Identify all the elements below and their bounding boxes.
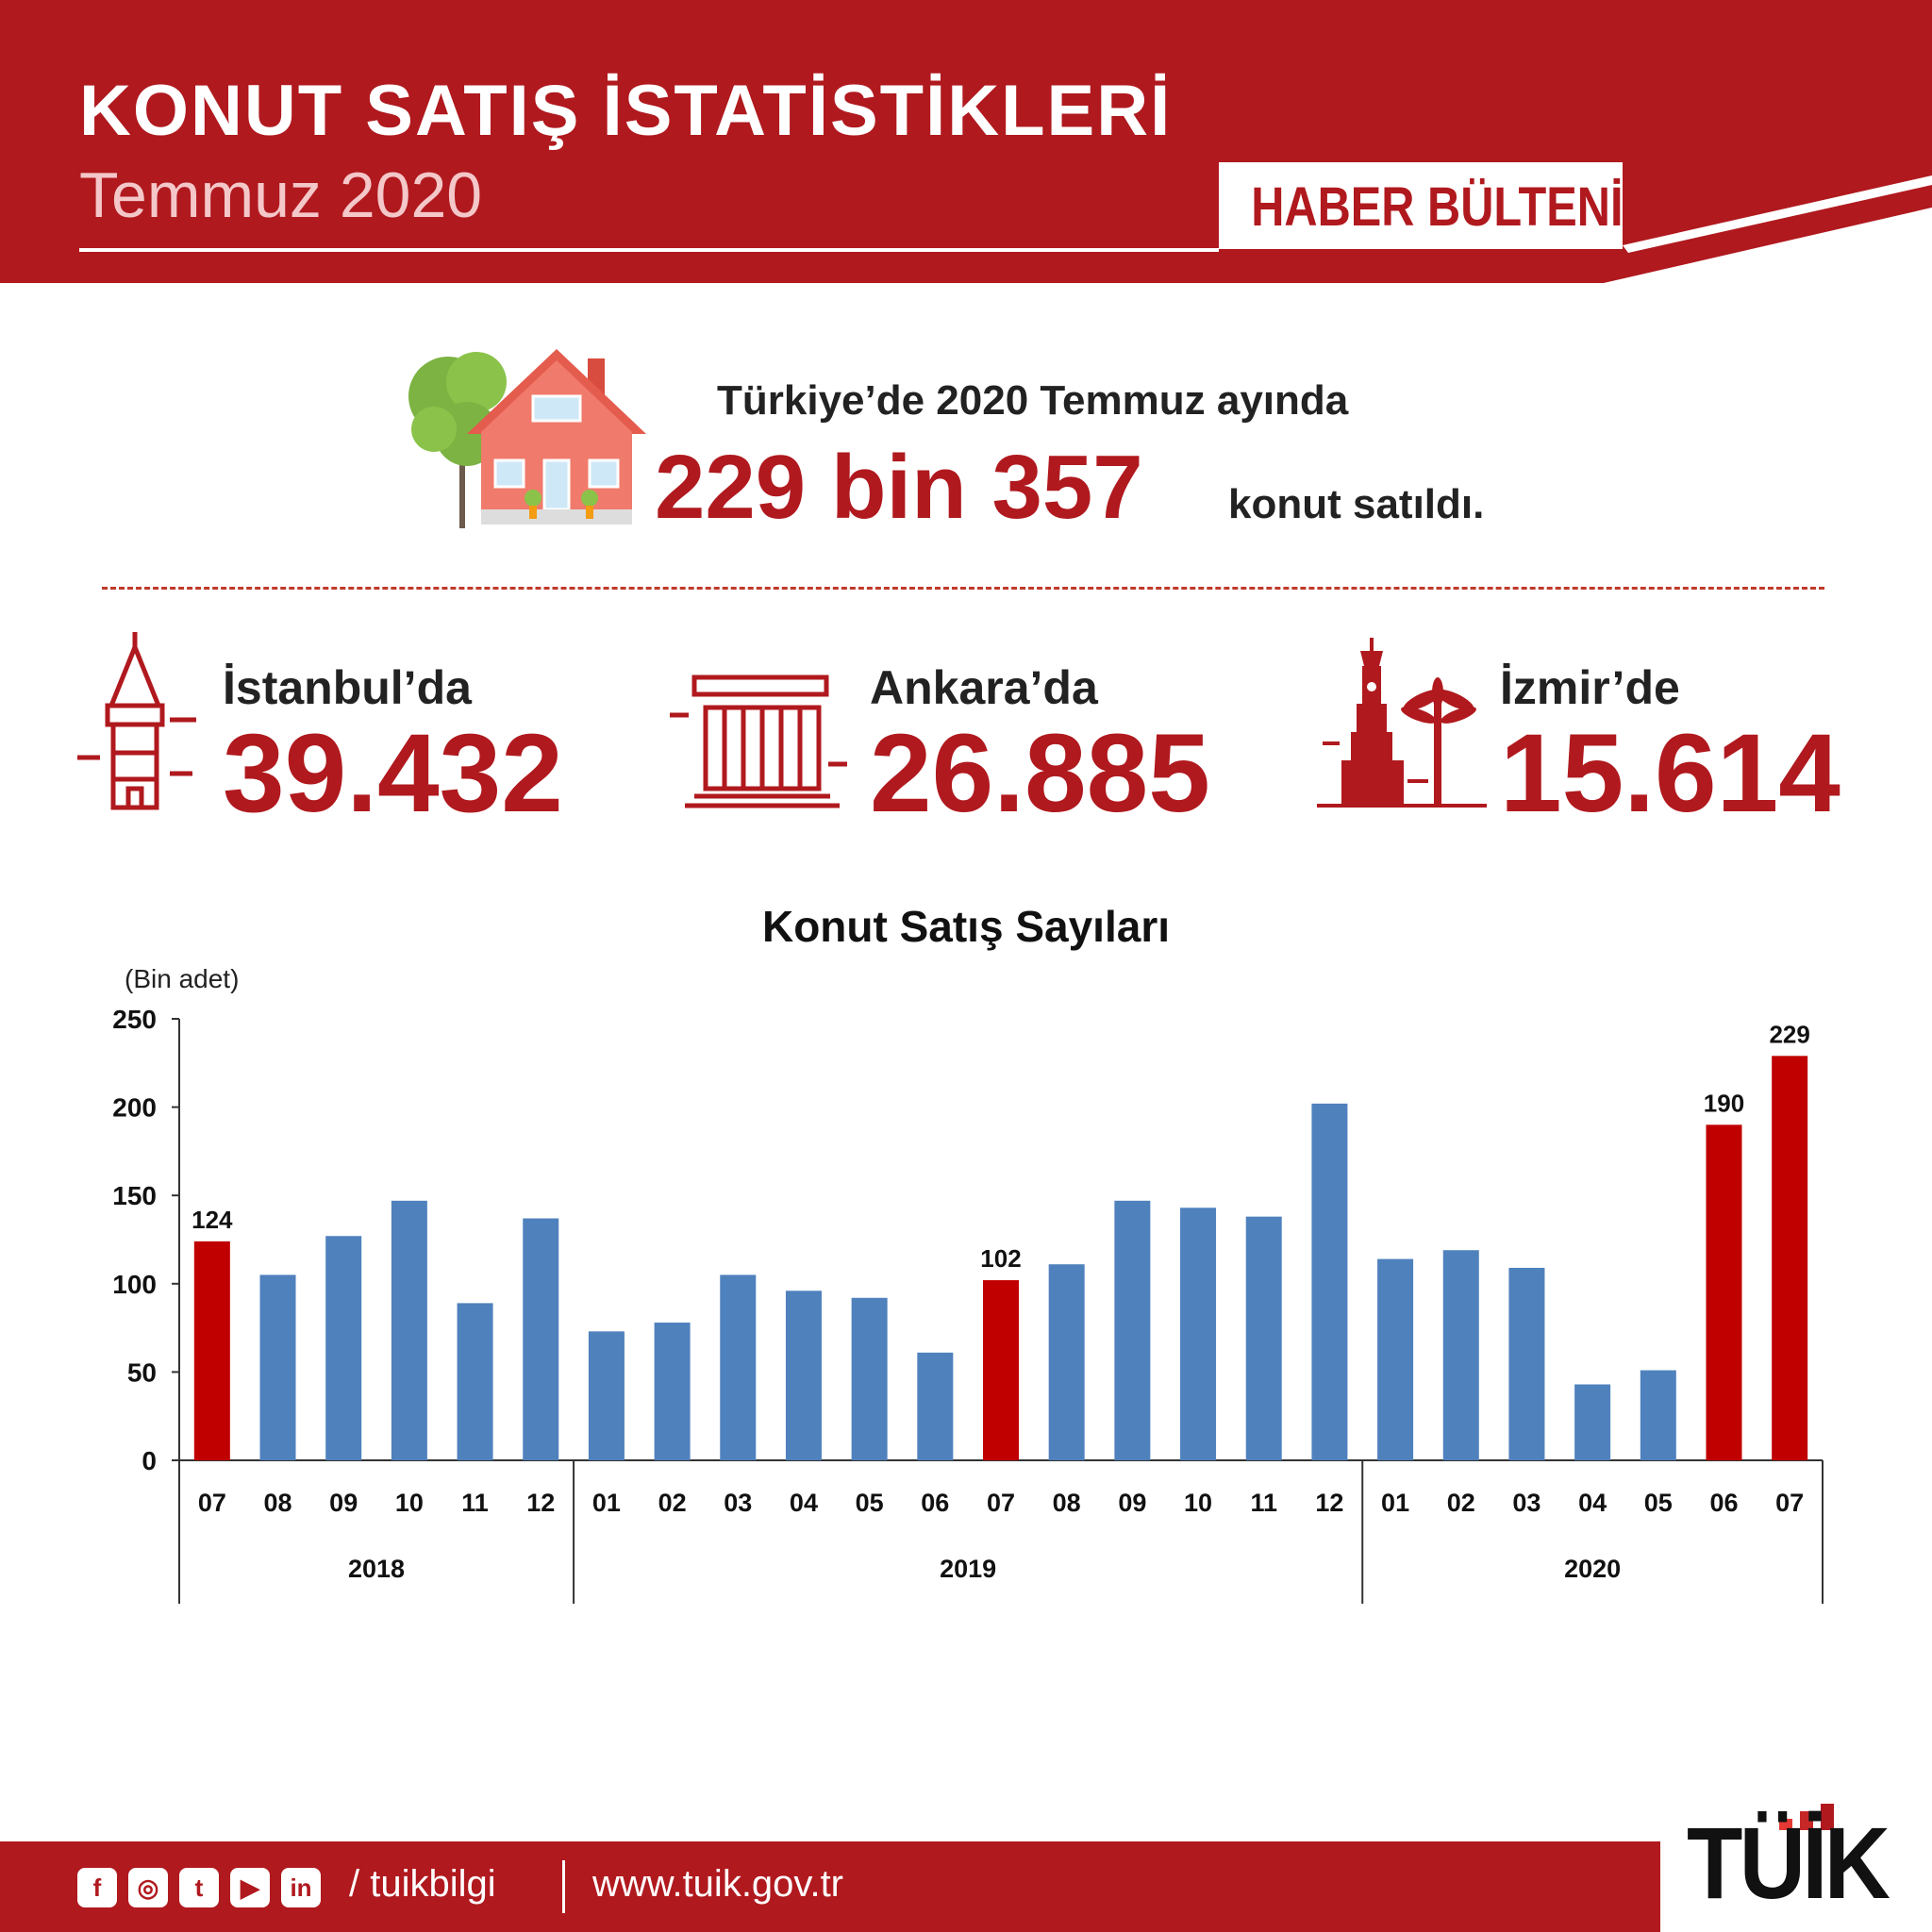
bar [1048, 1264, 1085, 1460]
bar-data-label: 190 [1704, 1089, 1744, 1117]
x-tick-label: 01 [1381, 1489, 1409, 1517]
bar [654, 1322, 691, 1460]
youtube-icon[interactable]: ▶ [230, 1868, 270, 1907]
x-tick-label: 01 [592, 1489, 621, 1517]
y-tick-label: 150 [112, 1181, 157, 1210]
x-tick-label: 03 [1512, 1489, 1541, 1517]
bar-data-label: 229 [1769, 1020, 1809, 1048]
x-tick-label: 10 [395, 1489, 424, 1517]
x-tick-label: 07 [1775, 1489, 1804, 1517]
x-tick-label: 05 [856, 1489, 884, 1517]
bar [193, 1241, 230, 1460]
house-icon [408, 349, 646, 528]
bar [1245, 1216, 1282, 1460]
bar [1377, 1258, 1414, 1460]
footer-separator [562, 1860, 565, 1913]
x-tick-label: 03 [724, 1489, 752, 1517]
bar [1442, 1250, 1479, 1460]
bar [1508, 1267, 1545, 1460]
twitter-icon[interactable]: t [179, 1868, 219, 1907]
bar [1706, 1124, 1742, 1460]
x-tick-label: 10 [1184, 1489, 1212, 1517]
year-label: 2019 [940, 1555, 996, 1583]
bar [588, 1331, 625, 1460]
city-value-istanbul: 39.432 [223, 711, 563, 836]
y-axis-unit: (Bin adet) [125, 964, 240, 993]
headline-total: 229 bin 357 [655, 437, 1143, 538]
anitkabir-icon [670, 675, 847, 808]
bar [523, 1218, 559, 1460]
bar-data-label: 102 [980, 1244, 1021, 1273]
bulletin-badge-label: HABER BÜLTENİ [1251, 176, 1624, 238]
bar [1640, 1370, 1676, 1460]
x-tick-label: 06 [921, 1489, 949, 1517]
x-tick-label: 12 [526, 1489, 555, 1517]
footer-url-link[interactable]: www.tuik.gov.tr [592, 1863, 843, 1905]
linkedin-icon[interactable]: in [281, 1868, 321, 1907]
city-value-izmir: 15.614 [1500, 711, 1840, 836]
header-swoosh [1604, 175, 1932, 292]
x-tick-label: 02 [658, 1489, 687, 1517]
headline-line1: Türkiye’de 2020 Temmuz ayında [717, 377, 1349, 424]
page-subtitle: Temmuz 2020 [79, 159, 483, 231]
x-tick-label: 05 [1644, 1489, 1673, 1517]
izmir-clock-tower-icon [1317, 638, 1487, 808]
bar [1574, 1384, 1611, 1460]
x-tick-label: 09 [329, 1489, 358, 1517]
instagram-icon[interactable]: ◎ [128, 1868, 168, 1907]
bar [1772, 1056, 1808, 1460]
bar [1180, 1208, 1217, 1460]
bar [917, 1352, 954, 1460]
footer-handle[interactable]: / tuikbilgi [349, 1863, 496, 1905]
chart-title: Konut Satış Sayıları [761, 902, 1170, 951]
y-tick-label: 100 [112, 1270, 157, 1299]
footer-band [0, 1841, 1660, 1932]
x-tick-label: 04 [1578, 1489, 1607, 1517]
bar [1311, 1103, 1348, 1460]
galata-tower-icon [77, 632, 196, 810]
city-value-ankara: 26.885 [870, 711, 1210, 836]
x-tick-label: 09 [1118, 1489, 1146, 1517]
year-label: 2020 [1564, 1555, 1621, 1583]
bar-data-label: 124 [192, 1206, 233, 1234]
logo-bars [1779, 1804, 1834, 1830]
headline-line2: konut satıldı. [1228, 481, 1485, 527]
x-tick-label: 08 [1053, 1489, 1081, 1517]
bar [391, 1200, 427, 1460]
bar [851, 1297, 888, 1460]
x-tick-label: 06 [1709, 1489, 1738, 1517]
tuik-logo: TÜİK [1687, 1804, 1909, 1922]
x-tick-label: 02 [1447, 1489, 1475, 1517]
bar [1114, 1200, 1151, 1460]
city-label-izmir: İzmir’de [1500, 661, 1680, 714]
x-tick-label: 07 [198, 1489, 226, 1517]
city-label-ankara: Ankara’da [870, 661, 1098, 714]
x-tick-label: 07 [987, 1489, 1015, 1517]
bar [457, 1303, 493, 1460]
bar [259, 1274, 296, 1460]
bar [720, 1274, 757, 1460]
y-tick-label: 50 [127, 1357, 157, 1387]
bar [983, 1280, 1019, 1460]
bar [325, 1236, 362, 1460]
x-tick-label: 11 [461, 1489, 489, 1517]
y-tick-label: 250 [112, 1005, 157, 1034]
x-tick-label: 12 [1315, 1489, 1343, 1517]
y-tick-label: 200 [112, 1093, 157, 1123]
bar [785, 1291, 822, 1460]
year-label: 2018 [348, 1555, 405, 1583]
x-tick-label: 08 [263, 1489, 291, 1517]
x-tick-label: 11 [1250, 1489, 1277, 1517]
page-title: KONUT SATIŞ İSTATİSTİKLERİ [79, 71, 1173, 151]
logo-lettering: TÜİK [1687, 1806, 1890, 1920]
header-underline [79, 248, 1219, 252]
facebook-icon[interactable]: f [77, 1868, 117, 1907]
bulletin-badge [1219, 162, 1623, 249]
dashed-divider [102, 587, 1824, 590]
x-tick-label: 04 [790, 1489, 818, 1517]
city-label-istanbul: İstanbul’da [223, 661, 472, 714]
y-tick-label: 0 [142, 1446, 157, 1475]
